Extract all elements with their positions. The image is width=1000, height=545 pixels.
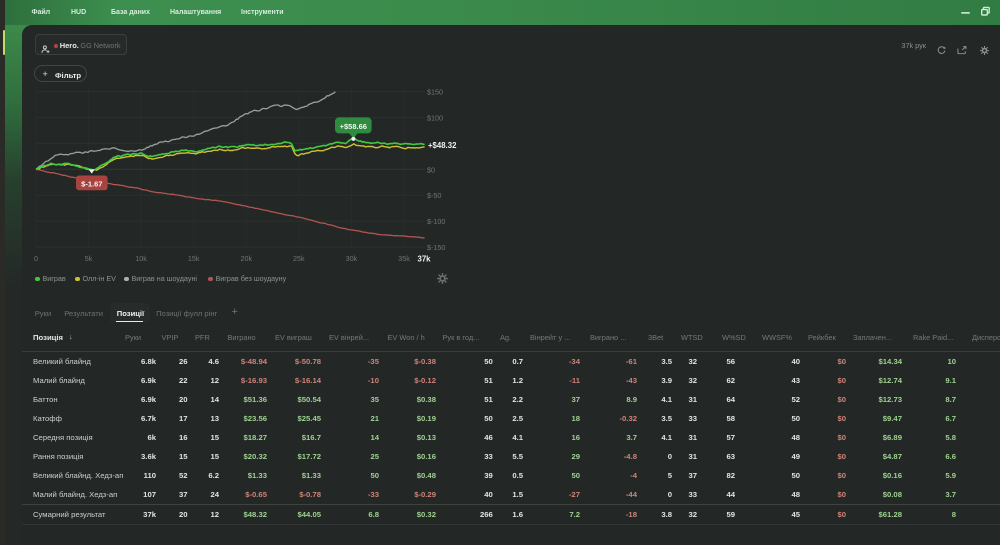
svg-text:35k: 35k [398, 254, 410, 263]
svg-text:15k: 15k [188, 254, 200, 263]
svg-text:10k: 10k [135, 254, 147, 263]
svg-text:$-150: $-150 [427, 243, 445, 252]
svg-text:$150: $150 [427, 88, 443, 97]
svg-text:5k: 5k [85, 254, 93, 263]
svg-text:+$48.32: +$48.32 [428, 141, 457, 150]
svg-text:$-100: $-100 [427, 217, 445, 226]
svg-text:$0: $0 [427, 165, 435, 174]
svg-text:37k: 37k [417, 255, 431, 264]
svg-text:20k: 20k [241, 254, 253, 263]
svg-text:+$58.66: +$58.66 [340, 122, 367, 131]
svg-text:$100: $100 [427, 114, 443, 123]
svg-text:$-50: $-50 [427, 191, 441, 200]
svg-text:25k: 25k [293, 254, 305, 263]
svg-text:0: 0 [34, 254, 38, 263]
svg-text:$-1.67: $-1.67 [81, 179, 102, 188]
svg-text:30k: 30k [346, 254, 358, 263]
